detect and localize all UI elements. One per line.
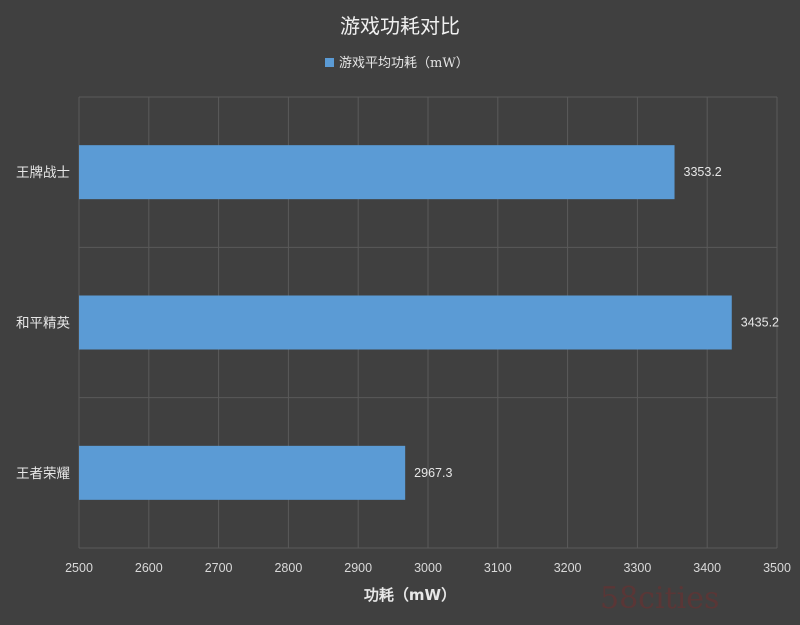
bar bbox=[79, 145, 675, 200]
legend: 游戏平均功耗（mW） bbox=[325, 56, 469, 71]
category-label: 和平精英 bbox=[16, 315, 70, 332]
x-tick-label: 2900 bbox=[344, 561, 372, 575]
legend-label: 游戏平均功耗（mW） bbox=[339, 56, 469, 71]
x-tick-labels: 2500 2600 2700 2800 2900 3000 3100 3200 3300 3400… bbox=[65, 561, 791, 575]
data-label: 3435.2 bbox=[741, 316, 779, 330]
bars bbox=[79, 145, 732, 500]
x-tick-label: 2500 bbox=[65, 561, 93, 575]
bar bbox=[79, 445, 406, 500]
x-tick-label: 3000 bbox=[414, 561, 442, 575]
data-label: 2967.3 bbox=[414, 466, 452, 480]
x-tick-label: 3100 bbox=[484, 561, 512, 575]
chart-title: 游戏功耗对比 bbox=[340, 14, 460, 38]
x-tick-label: 2800 bbox=[274, 561, 302, 575]
bar bbox=[79, 295, 732, 350]
x-tick-label: 3500 bbox=[763, 561, 791, 575]
category-label: 王牌战士 bbox=[16, 164, 70, 181]
x-axis-label: 功耗（mW） bbox=[364, 586, 456, 604]
category-label: 王者荣耀 bbox=[16, 466, 70, 482]
legend-swatch bbox=[325, 58, 334, 67]
x-tick-label: 3200 bbox=[554, 561, 582, 575]
x-tick-label: 3300 bbox=[623, 561, 651, 575]
x-tick-label: 3400 bbox=[693, 561, 721, 575]
data-labels: 3353.2 3435.2 2967.3 bbox=[414, 165, 779, 480]
x-tick-label: 2700 bbox=[205, 561, 233, 575]
data-label: 3353.2 bbox=[684, 165, 722, 179]
watermark: 58cities bbox=[600, 581, 719, 616]
x-tick-label: 2600 bbox=[135, 561, 163, 575]
